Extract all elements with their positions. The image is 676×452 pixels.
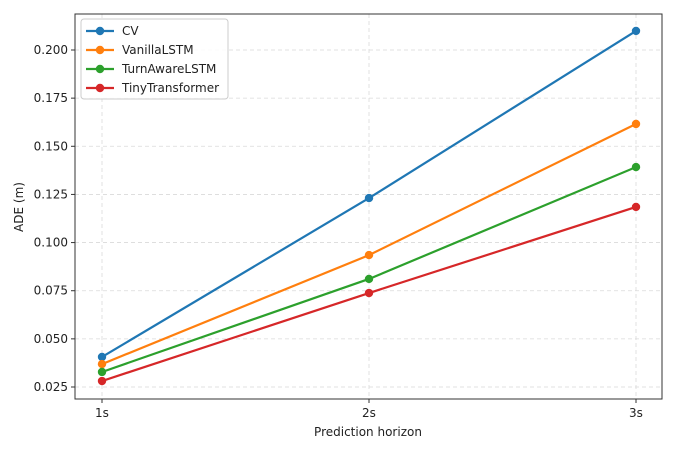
data-point-marker (631, 202, 641, 212)
legend-marker-icon (95, 26, 105, 36)
series-vanillalstm (97, 119, 641, 369)
legend-entry-label: CV (122, 24, 139, 38)
y-tick-label: 0.100 (34, 236, 68, 250)
data-point-marker (97, 376, 107, 386)
x-tick-label: 1s (95, 406, 109, 420)
data-point-marker (97, 367, 107, 377)
legend: CV VanillaLSTM TurnAwareLSTM TinyTransforme… (80, 18, 229, 100)
data-point-marker (631, 162, 641, 172)
data-point-marker (364, 250, 374, 260)
y-tick-label: 0.025 (34, 380, 68, 394)
x-axis-label: Prediction horizon (314, 425, 422, 439)
legend-box (80, 18, 229, 100)
legend-entry-label: TinyTransformer (121, 81, 219, 95)
legend-marker-icon (95, 45, 105, 55)
y-tick-label: 0.050 (34, 332, 68, 346)
data-point-marker (97, 352, 107, 362)
legend-marker-icon (95, 64, 105, 74)
legend-entry-label: VanillaLSTM (122, 43, 194, 57)
series-line (101, 122, 637, 366)
y-axis-ticks: 0.025 0.050 0.075 0.100 0.125 0.150 0.175 0.200 (34, 43, 75, 394)
data-point-marker (97, 359, 107, 369)
data-point-marker (631, 26, 641, 36)
y-tick-label: 0.150 (34, 139, 68, 153)
data-point-marker (631, 119, 641, 129)
data-point-marker (364, 288, 374, 298)
data-point-marker (364, 274, 374, 284)
series-cv (97, 26, 641, 362)
y-tick-label: 0.200 (34, 43, 68, 57)
x-tick-label: 3s (629, 406, 643, 420)
legend-entry-label: TurnAwareLSTM (121, 62, 216, 76)
x-tick-label: 2s (362, 406, 376, 420)
series-turnawarelstm (97, 162, 641, 377)
y-tick-label: 0.125 (34, 187, 68, 201)
legend-marker-icon (95, 83, 105, 93)
y-axis-label: ADE (m) (12, 182, 26, 232)
y-tick-label: 0.075 (34, 284, 68, 298)
data-point-marker (364, 193, 374, 203)
series-tinytransformer (97, 202, 641, 386)
y-tick-label: 0.175 (34, 91, 68, 105)
series-lines (97, 26, 641, 386)
x-axis-ticks: 1s 2s 3s (95, 399, 643, 420)
